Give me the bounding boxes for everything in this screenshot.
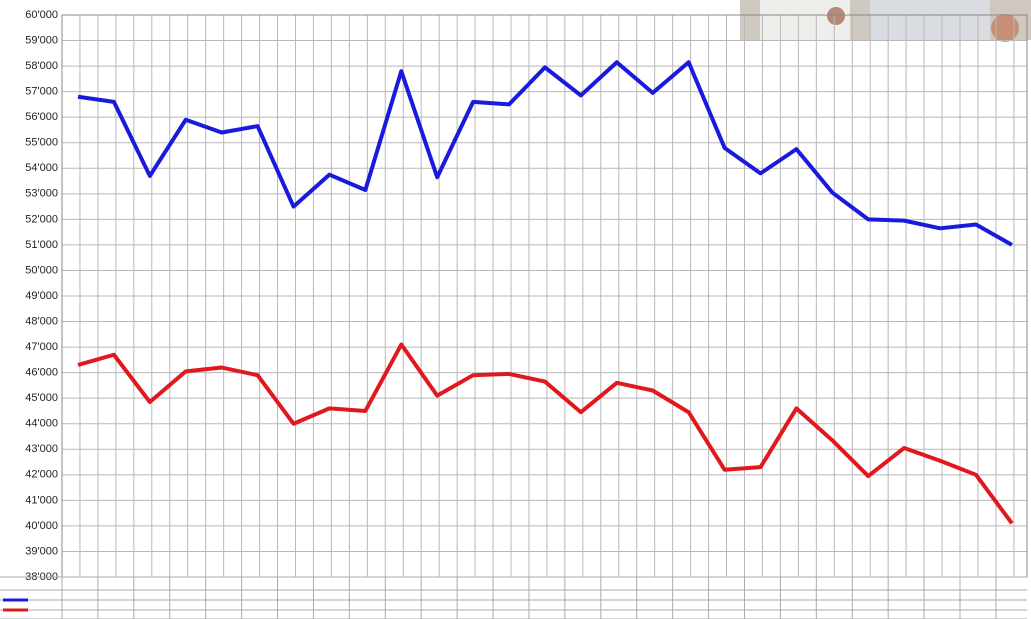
y-tick-label: 57'000 (25, 86, 58, 98)
series-line (78, 345, 1012, 524)
y-tick-label: 44'000 (25, 418, 58, 430)
y-tick-label: 55'000 (25, 137, 58, 149)
y-tick-label: 46'000 (25, 367, 58, 379)
chart: 38'00039'00040'00041'00042'00043'00044'0… (0, 0, 1031, 619)
y-tick-label: 41'000 (25, 494, 58, 506)
photo (740, 0, 1031, 42)
series-line (78, 62, 1012, 245)
y-tick-label: 56'000 (25, 111, 58, 123)
y-tick-label: 45'000 (25, 392, 58, 404)
y-tick-label: 58'000 (25, 60, 58, 72)
y-tick-label: 42'000 (25, 469, 58, 481)
y-tick-label: 47'000 (25, 341, 58, 353)
y-tick-label: 48'000 (25, 315, 58, 327)
y-tick-label: 40'000 (25, 520, 58, 532)
y-tick-label: 60'000 (25, 9, 58, 21)
y-tick-label: 39'000 (25, 545, 58, 557)
y-tick-label: 51'000 (25, 239, 58, 251)
y-tick-label: 59'000 (25, 34, 58, 46)
y-tick-label: 52'000 (25, 213, 58, 225)
y-tick-label: 53'000 (25, 188, 58, 200)
y-tick-label: 50'000 (25, 264, 58, 276)
y-tick-label: 54'000 (25, 162, 58, 174)
y-tick-label: 49'000 (25, 290, 58, 302)
y-tick-label: 43'000 (25, 443, 58, 455)
